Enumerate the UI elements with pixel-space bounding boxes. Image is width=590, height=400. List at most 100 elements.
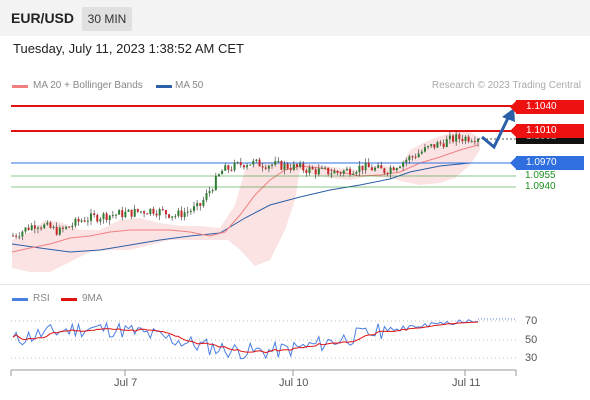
candle-body	[414, 156, 417, 158]
candle-body	[277, 160, 280, 162]
candle-body	[327, 167, 330, 175]
candle-body	[377, 165, 380, 168]
candle-body	[464, 136, 467, 142]
candle-body	[349, 168, 352, 175]
candle-body	[452, 135, 455, 142]
candle-body	[199, 203, 202, 206]
ma50-line	[11, 162, 478, 253]
candle-body	[96, 215, 99, 222]
ma20-line	[11, 144, 479, 253]
candle-body	[249, 164, 252, 166]
candle-body	[342, 170, 345, 174]
candle-body	[208, 191, 211, 194]
panel-separator	[0, 284, 590, 285]
candle-body	[352, 173, 355, 175]
candle-body	[336, 171, 339, 173]
candle-body	[202, 199, 205, 206]
candle-body	[196, 203, 199, 207]
x-label-jul7: Jul 7	[114, 377, 138, 389]
candle-body	[217, 174, 220, 177]
candle-body	[90, 213, 93, 221]
bollinger-band	[12, 132, 480, 272]
credit-text: Research © 2023 Trading Central	[431, 80, 581, 91]
candle-body	[271, 164, 274, 166]
candle-body	[102, 213, 105, 220]
candle-body	[246, 165, 249, 168]
ma20-legend-label: MA 20 + Bollinger Bands	[33, 80, 143, 91]
candle-body	[68, 226, 71, 228]
candle-body	[83, 220, 86, 222]
candle-body	[367, 162, 370, 168]
candle-body	[124, 211, 127, 218]
candle-body	[183, 212, 186, 218]
x-label-jul10: Jul 10	[279, 377, 309, 389]
candle-body	[177, 210, 180, 216]
candle-body	[105, 213, 108, 221]
candle-body	[143, 211, 146, 214]
timeframe-button[interactable]: 30 MIN	[82, 7, 132, 31]
candle-body	[12, 235, 14, 237]
candle-body	[370, 167, 373, 171]
candle-body	[27, 227, 30, 231]
candle-body	[193, 206, 196, 211]
candle-body	[333, 171, 336, 174]
candle-body	[171, 216, 174, 218]
candle-body	[423, 147, 426, 152]
candle-body	[139, 211, 142, 213]
candle-body	[189, 210, 192, 212]
candle-body	[473, 141, 476, 143]
candle-body	[133, 208, 136, 217]
rsi-legend-swatch	[12, 298, 28, 301]
candle-body	[283, 163, 286, 170]
candle-body	[111, 215, 114, 217]
candle-body	[158, 209, 161, 216]
candle-body	[233, 162, 236, 171]
candle-body	[324, 167, 327, 169]
candle-body	[43, 224, 46, 229]
candle-body	[211, 190, 214, 192]
candle-body	[252, 160, 255, 165]
candle-body	[86, 220, 89, 222]
candle-body	[445, 139, 448, 147]
candle-body	[395, 168, 398, 171]
candle-body	[339, 172, 342, 174]
r1-pointer	[510, 124, 517, 138]
candle-body	[55, 226, 58, 235]
candle-body	[433, 144, 436, 148]
candle-body	[389, 167, 392, 174]
candle-body	[65, 226, 68, 229]
candle-body	[458, 134, 461, 139]
candle-body	[430, 144, 433, 147]
rsi-tick-30: 30	[525, 352, 538, 364]
rsi-tick-70: 70	[525, 315, 538, 327]
candle-body	[180, 210, 183, 218]
candle-body	[168, 214, 171, 218]
candle-body	[411, 156, 414, 158]
candle-body	[292, 164, 295, 170]
candle-body	[227, 165, 230, 170]
candle-body	[205, 193, 208, 200]
candle-body	[221, 170, 224, 175]
candle-body	[71, 225, 74, 227]
candle-body	[130, 209, 133, 217]
candle-body	[417, 153, 420, 158]
rsi-ma-line	[12, 321, 479, 354]
candle-body	[420, 151, 423, 154]
candle-body	[374, 167, 377, 171]
candle-body	[358, 165, 361, 173]
candle-body	[361, 165, 364, 171]
candle-body	[77, 218, 80, 222]
candle-body	[477, 139, 479, 142]
candle-body	[30, 225, 33, 231]
ma20-legend-swatch	[12, 85, 28, 88]
candle-body	[280, 160, 283, 170]
candle-body	[405, 160, 408, 163]
candle-body	[99, 219, 102, 222]
rsi-tick-50: 50	[525, 334, 538, 346]
candle-body	[155, 213, 158, 216]
candle-body	[305, 170, 308, 173]
rsi-legend-label: RSI	[33, 293, 50, 304]
candle-body	[448, 135, 451, 140]
candle-body	[274, 161, 277, 165]
